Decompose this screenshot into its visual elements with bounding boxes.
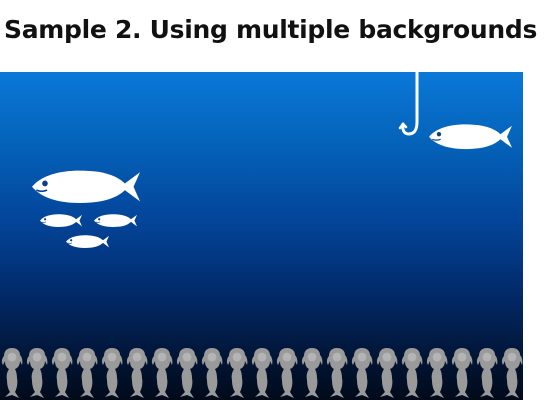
- fish-icon: [93, 213, 138, 228]
- mermaid-icon: [151, 348, 173, 398]
- mermaid-icon: [251, 348, 273, 398]
- mermaid-icon: [101, 348, 123, 398]
- mermaid-icon: [276, 348, 298, 398]
- mermaid-icon: [226, 348, 248, 398]
- mermaid-icon: [76, 348, 98, 398]
- mermaid-icon: [451, 348, 473, 398]
- mermaid-icon: [401, 348, 423, 398]
- mermaid-icon: [476, 348, 498, 398]
- mermaid-icon: [1, 348, 23, 398]
- mermaid-icon: [326, 348, 348, 398]
- mermaid-icon: [376, 348, 398, 398]
- mermaid-icon: [301, 348, 323, 398]
- mermaid-icon: [351, 348, 373, 398]
- mermaid-icon: [501, 348, 523, 398]
- fish-icon: [428, 123, 513, 150]
- mermaid-icon: [51, 348, 73, 398]
- fish-icon: [65, 234, 110, 249]
- ocean-scene: [0, 72, 523, 400]
- mermaid-icon: [176, 348, 198, 398]
- mermaid-icon: [126, 348, 148, 398]
- fish-icon: [39, 213, 83, 228]
- ocean-scene-artwork: [1, 72, 523, 398]
- mermaid-icon: [426, 348, 448, 398]
- mermaid-icon: [201, 348, 223, 398]
- mermaid-icon: [26, 348, 48, 398]
- fishhook-icon: [398, 72, 419, 136]
- page-title: Sample 2. Using multiple backgrounds: [4, 15, 538, 44]
- fish-icon: [31, 169, 141, 204]
- mermaid-row: [1, 348, 523, 398]
